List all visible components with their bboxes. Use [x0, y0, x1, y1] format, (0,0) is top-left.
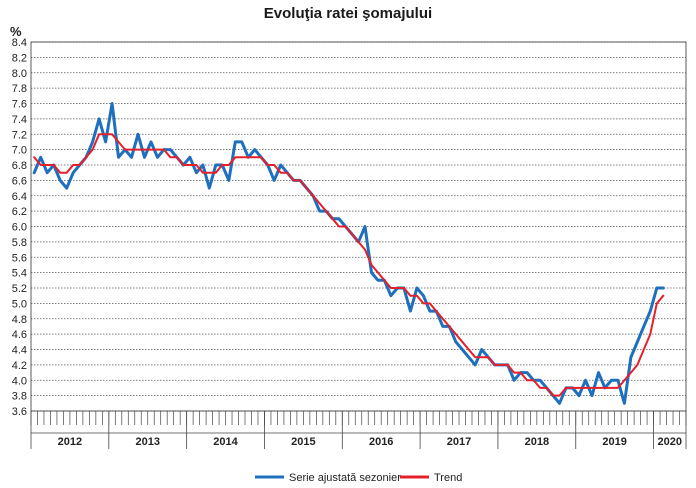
y-tick-label: 5.8 [12, 237, 27, 249]
y-tick-label: 6.6 [12, 175, 27, 187]
plot-frame [30, 41, 687, 412]
x-year-label: 2016 [369, 436, 393, 448]
y-tick-label: 6.2 [12, 206, 27, 218]
y-tick-label: 6.8 [12, 160, 27, 172]
y-tick-label: 7.4 [12, 114, 27, 126]
series-line-seasonally-adjusted [32, 102, 665, 405]
y-tick-label: 4.6 [12, 329, 27, 341]
y-tick-label: 5.0 [12, 298, 27, 310]
y-tick-label: 8.2 [12, 52, 27, 64]
y-tick-label: 8.0 [12, 68, 27, 80]
y-tick-label: 6.0 [12, 222, 27, 234]
y-tick-label: 4.8 [12, 314, 27, 326]
y-tick-label: 6.4 [12, 191, 27, 203]
y-tick-label: 8.4 [12, 37, 27, 49]
x-year-label: 2017 [447, 436, 471, 448]
x-year-label: 2020 [658, 436, 682, 448]
legend-label-trend: Trend [434, 472, 462, 484]
y-tick-label: 3.6 [12, 406, 27, 418]
gridlines [30, 41, 687, 412]
series-line-trend [33, 133, 665, 397]
x-year-label: 2013 [135, 436, 159, 448]
series-lines [32, 102, 665, 405]
legend: Serie ajustată sezonier Trend [255, 472, 462, 484]
y-tick-label: 5.2 [12, 283, 27, 295]
y-tick-label: 7.6 [12, 99, 27, 111]
y-tick-label: 5.6 [12, 252, 27, 264]
x-year-label: 2019 [602, 436, 626, 448]
y-tick-label: 4.2 [12, 360, 27, 372]
x-axis: 2012 2013 2014 2015 2016 2017 2018 2019 2020 [30, 411, 687, 449]
y-tick-label: 3.8 [12, 391, 27, 403]
chart-title: Evoluţia ratei şomajului [263, 5, 433, 22]
y-tick-label: 7.0 [12, 145, 27, 157]
y-tick-label: 5.4 [12, 268, 27, 280]
x-year-label: 2018 [525, 436, 549, 448]
y-tick-label: 7.8 [12, 83, 27, 95]
y-axis: % 3.6 3.8 4.0 4.2 4.4 4.6 4.8 5.0 5.2 5.4 5.6 5.8 6.… [10, 24, 27, 418]
legend-label-seasonally-adjusted: Serie ajustată sezonier [289, 472, 401, 484]
y-tick-label: 4.4 [12, 345, 27, 357]
y-axis-label: % [10, 24, 22, 39]
x-year-label: 2014 [213, 436, 238, 448]
y-tick-label: 4.0 [12, 375, 27, 387]
x-year-label: 2012 [58, 436, 82, 448]
x-year-label: 2015 [291, 436, 315, 448]
y-tick-label: 7.2 [12, 129, 27, 141]
